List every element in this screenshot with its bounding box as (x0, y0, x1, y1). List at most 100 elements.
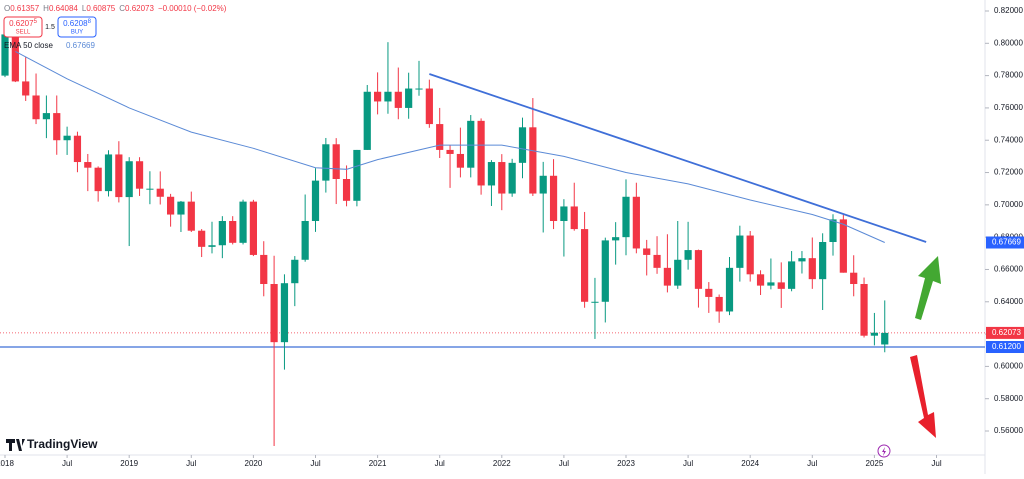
y-tick-label: 0.82000 (994, 6, 1023, 15)
candle-body (63, 135, 71, 141)
candle-body (167, 196, 175, 215)
price-tag-label: 0.67669 (992, 238, 1021, 247)
candle-body (446, 149, 454, 154)
buy-price: 0.62088 (63, 19, 91, 29)
ema-line (15, 50, 885, 243)
candle-body (808, 258, 816, 280)
candle-body (384, 91, 392, 102)
price-tag-label: 0.61200 (992, 342, 1021, 351)
candle-body (177, 201, 185, 215)
x-tick-label: Jul (62, 459, 72, 468)
ohlc-value: 0.62073 (125, 4, 154, 13)
candle-body (311, 180, 320, 222)
buy-price-sup: 8 (88, 19, 92, 25)
plot-area (0, 21, 985, 447)
candle-body (653, 254, 661, 268)
sell-price-sup: 5 (34, 19, 38, 25)
x-tick-label: Jul (931, 459, 941, 468)
candle-body (560, 206, 568, 222)
candle-body (539, 175, 547, 194)
sell-price-main: 0.6207 (9, 19, 34, 28)
candle-body (477, 120, 485, 186)
candle-body (301, 221, 309, 260)
candle-body (260, 254, 268, 285)
candle-body (591, 301, 599, 303)
price-tag (986, 341, 1024, 354)
candle-body (146, 188, 154, 190)
candle-body (436, 124, 444, 150)
candle-body (11, 34, 19, 82)
candle-body (342, 179, 351, 201)
buy-label: BUY (71, 30, 83, 36)
x-tick-label: Jul (807, 459, 817, 468)
candle-body (115, 154, 123, 198)
ema-legend-name: EMA 50 close (4, 41, 53, 50)
candle-body (715, 296, 723, 312)
candle-body (581, 229, 589, 302)
candle-body (332, 144, 340, 180)
sell-button[interactable] (3, 16, 43, 38)
header: O0.61357 H0.64084 L0.60875 C0.62073 −0.00010… (3, 4, 227, 50)
buy-price-main: 0.6208 (63, 19, 88, 28)
candle-body (829, 219, 837, 243)
candle-body (850, 272, 858, 285)
candle-body (860, 284, 868, 336)
candle-body (819, 242, 827, 280)
candle-body (94, 167, 102, 192)
candle-body (705, 288, 713, 297)
candle-body (725, 267, 734, 312)
change: −0.00010 (−0.02%) (158, 4, 227, 13)
candle-body (870, 332, 878, 336)
candle-body (363, 91, 371, 150)
x-tick-label: 2020 (245, 459, 263, 468)
candle-body (746, 235, 754, 275)
ohlc-key: C (119, 4, 125, 13)
x-tick-label: Jul (683, 459, 693, 468)
sell-price: 0.62075 (9, 19, 37, 29)
candle-body (229, 221, 237, 243)
y-tick-label: 0.72000 (994, 168, 1023, 177)
spread: 1.5 (45, 24, 55, 31)
candle-body (643, 248, 651, 255)
candle-body (42, 113, 50, 120)
brand-logo: TradingView (6, 437, 98, 451)
candle-body (353, 149, 361, 201)
x-tick-label: Jul (435, 459, 445, 468)
candle-body (22, 81, 30, 96)
y-tick-label: 0.70000 (994, 200, 1023, 209)
candle-body (198, 230, 206, 247)
y-tick-label: 0.78000 (994, 71, 1023, 80)
candle-body (549, 175, 558, 222)
ohlc-key: O (4, 4, 10, 13)
candle-body (529, 127, 537, 194)
event-bolt (882, 447, 886, 456)
candle-body (632, 196, 640, 249)
price-tag (986, 326, 1024, 339)
candle-body (239, 201, 247, 243)
candle-body (1, 34, 9, 76)
candle-body (601, 240, 609, 302)
candle-body (498, 162, 506, 194)
price-tag-label: 0.62073 (992, 328, 1021, 337)
candle-body (839, 219, 847, 273)
candle-body (487, 162, 496, 186)
candle-body (767, 282, 775, 286)
candle-body (104, 154, 113, 192)
x-tick-label: 2022 (493, 459, 511, 468)
buy-button[interactable] (57, 16, 97, 38)
ohlc-value: 0.60875 (86, 4, 115, 13)
y-tick-label: 0.56000 (994, 426, 1023, 435)
candle-body (508, 162, 516, 194)
x-tick-label: 2018 (0, 459, 14, 468)
candle-body (415, 88, 423, 90)
x-tick-label: Jul (559, 459, 569, 468)
y-tick-label: 0.64000 (994, 297, 1023, 306)
ema-legend-value: 0.67669 (66, 41, 95, 50)
candle-body (694, 250, 703, 289)
y-tick-label: 0.74000 (994, 135, 1023, 144)
price-tag (986, 236, 1024, 249)
candle-body (394, 91, 402, 108)
candle-body (291, 259, 299, 284)
candle-body (322, 144, 330, 181)
candle-body (777, 282, 785, 289)
